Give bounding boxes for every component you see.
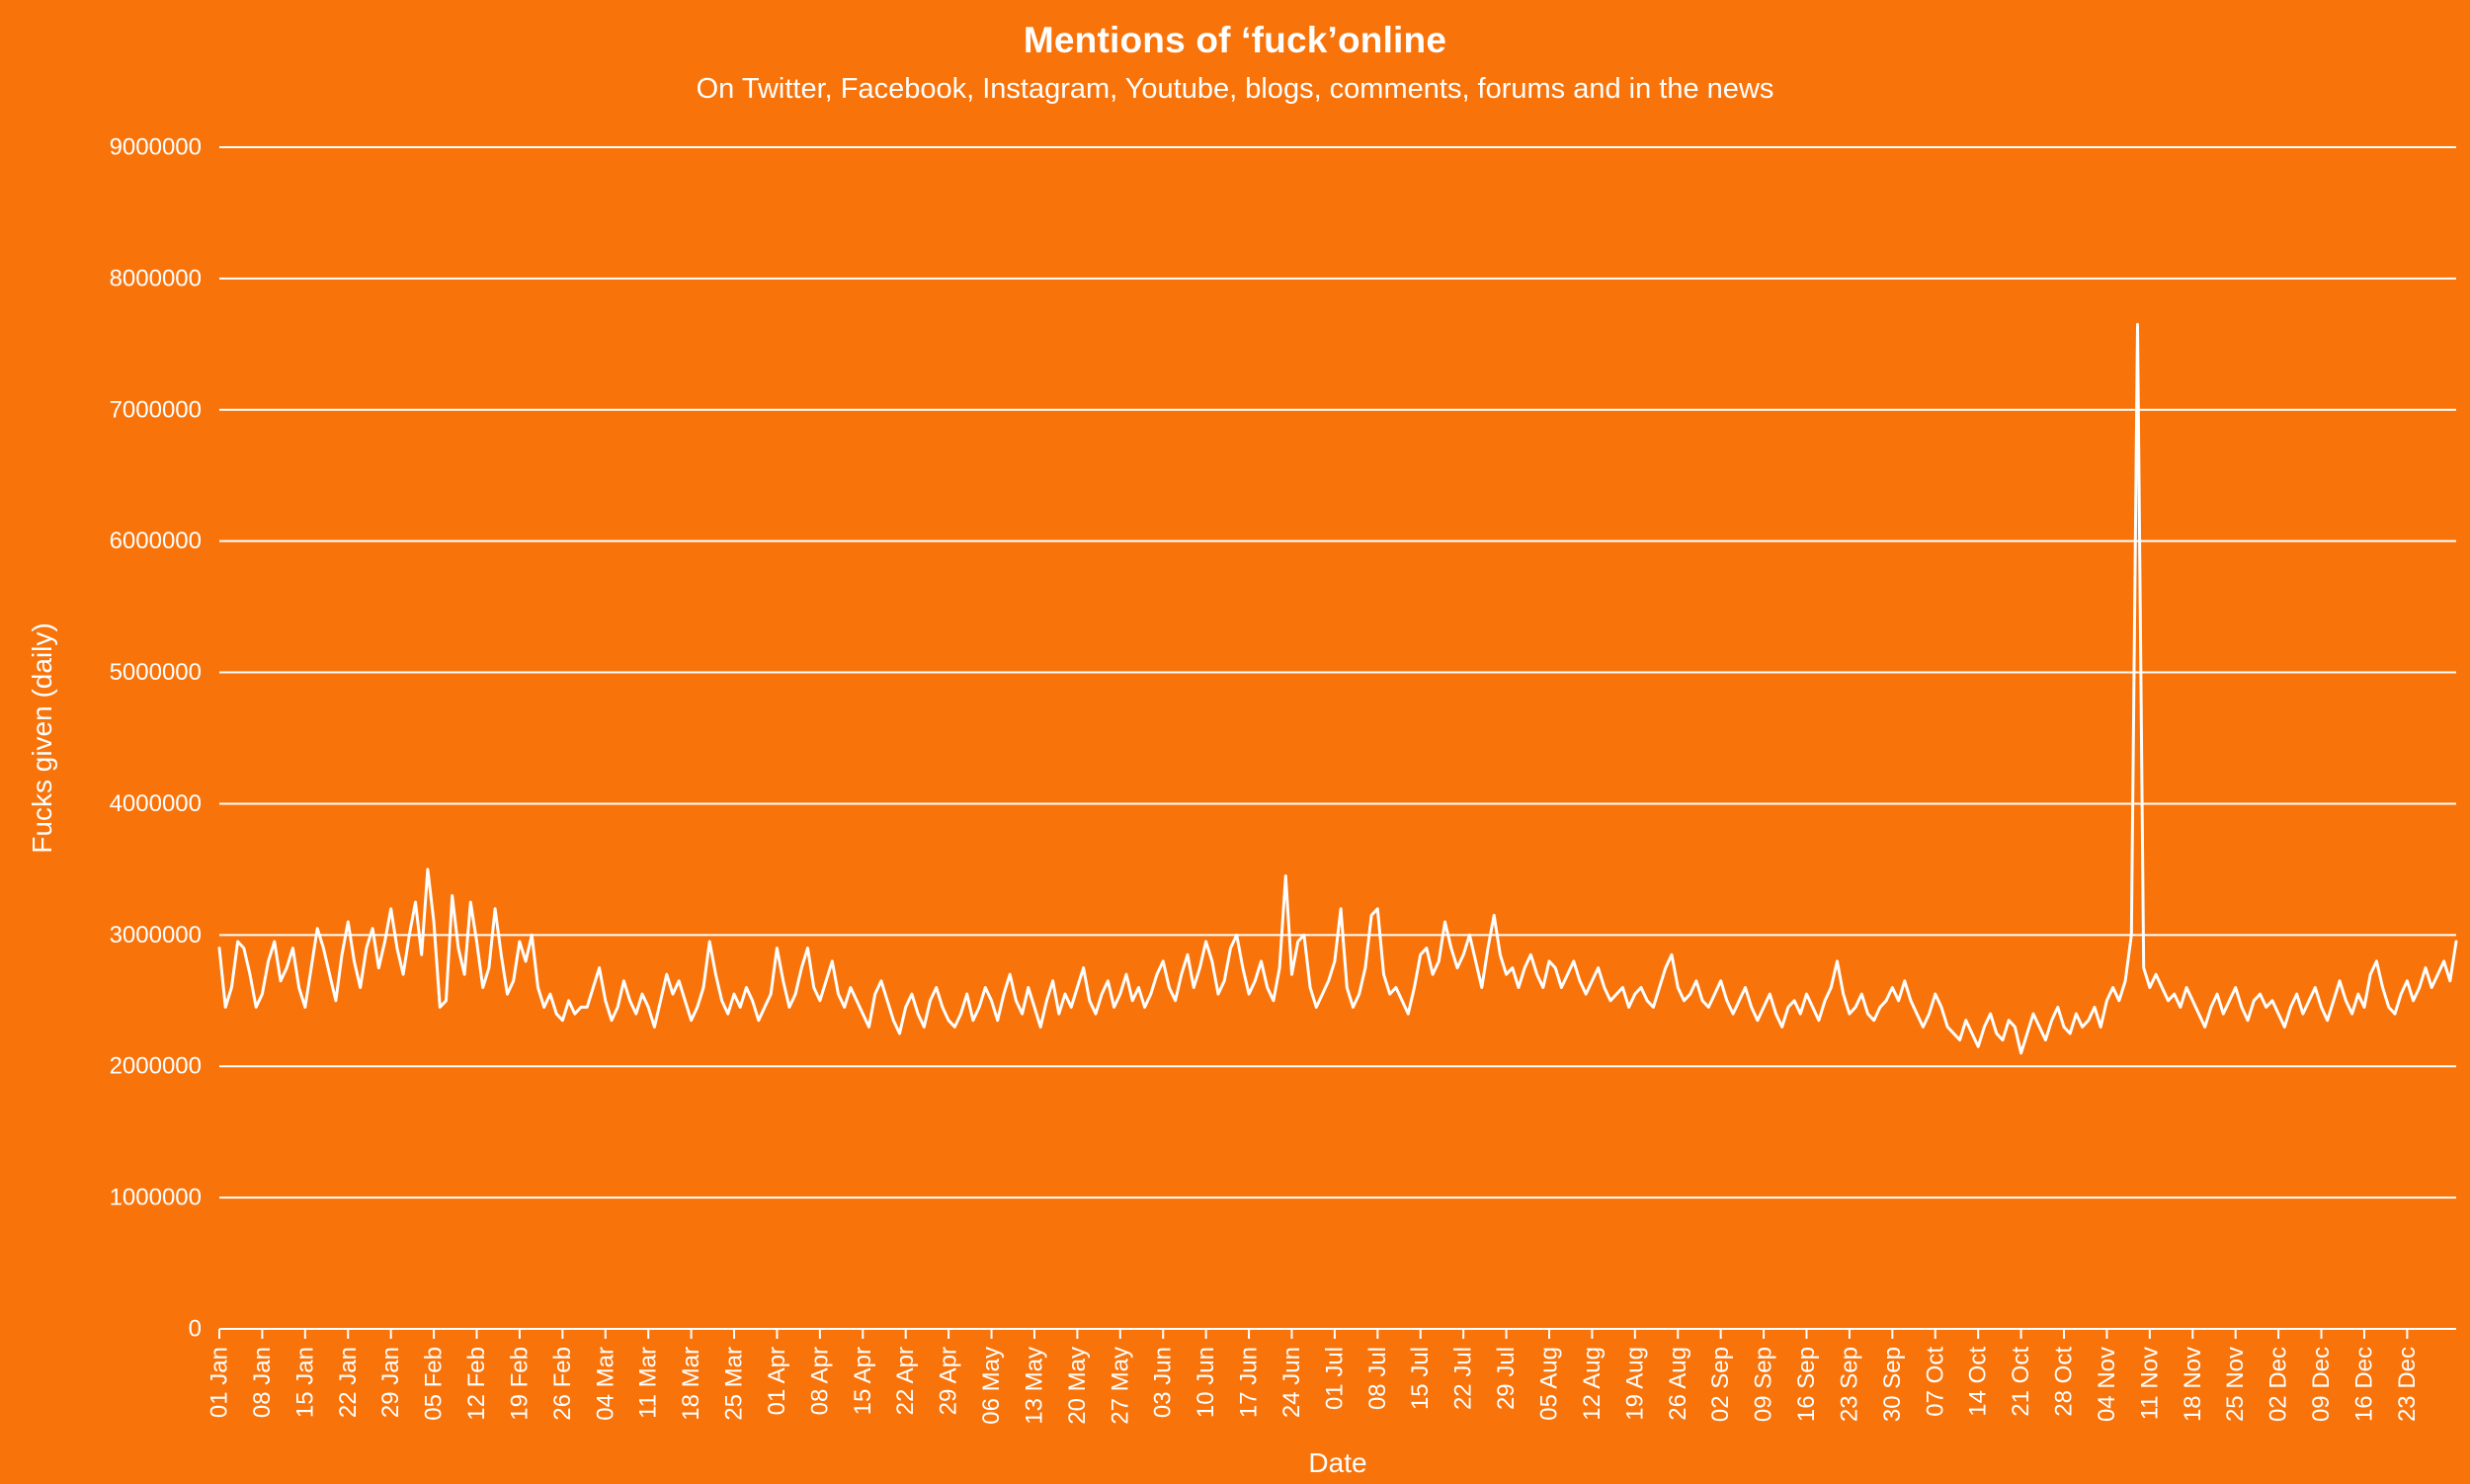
x-tick-label: 24 Jun [1278,1347,1305,1418]
x-tick-label: 29 Apr [936,1347,962,1415]
x-tick-label: 22 Apr [892,1347,919,1415]
x-tick-label: 16 Sep [1793,1347,1820,1422]
x-tick-label: 04 Mar [592,1347,618,1421]
x-tick-label: 19 Aug [1621,1347,1648,1421]
x-tick-label: 11 Mar [635,1347,662,1419]
y-tick-label: 5000000 [110,659,202,686]
x-tick-label: 05 Aug [1535,1347,1562,1421]
y-tick-label: 6000000 [110,528,202,554]
x-tick-label: 20 May [1064,1347,1091,1425]
x-tick-label: 02 Sep [1707,1347,1734,1422]
x-tick-label: 09 Dec [2308,1347,2335,1422]
chart-subtitle: On Twitter, Facebook, Instagram, Youtube… [696,73,1774,105]
x-tick-label: 08 Apr [806,1347,833,1415]
x-tick-label: 02 Dec [2265,1347,2292,1422]
x-tick-label: 04 Nov [2094,1347,2120,1422]
x-tick-label: 10 Jun [1193,1347,1219,1418]
x-tick-label: 09 Sep [1751,1347,1777,1422]
x-tick-label: 01 Jul [1321,1347,1348,1410]
y-tick-label: 1000000 [110,1185,202,1211]
x-tick-label: 15 Jan [291,1347,318,1418]
x-tick-label: 16 Dec [2350,1347,2377,1422]
y-tick-label: 4000000 [110,790,202,817]
x-tick-label: 14 Oct [1965,1347,1992,1417]
x-tick-label: 30 Sep [1879,1347,1906,1422]
x-tick-label: 15 Jul [1407,1347,1434,1410]
x-tick-label: 07 Oct [1922,1347,1948,1417]
x-tick-label: 29 Jul [1493,1347,1520,1410]
chart-title: Mentions of ‘fuck’online [1023,20,1447,60]
x-tick-label: 06 May [978,1347,1005,1425]
x-tick-label: 25 Nov [2222,1347,2249,1422]
x-tick-label: 29 Jan [377,1347,404,1418]
x-tick-label: 22 Jan [335,1347,362,1418]
x-tick-label: 18 Nov [2180,1347,2206,1422]
x-axis-title: Date [1308,1447,1366,1478]
x-tick-label: 12 Aug [1579,1347,1606,1421]
y-tick-label: 8000000 [110,265,202,291]
y-tick-label: 2000000 [110,1053,202,1080]
x-tick-label: 17 Jun [1236,1347,1263,1418]
y-axis-title: Fucks given (daily) [27,622,57,853]
x-tick-label: 25 Mar [721,1347,748,1421]
x-tick-label: 26 Aug [1665,1347,1691,1421]
x-tick-label: 18 Mar [678,1347,704,1421]
x-tick-label: 28 Oct [2051,1347,2078,1417]
x-tick-label: 19 Feb [506,1347,533,1421]
x-tick-label: 22 Jul [1450,1347,1477,1410]
y-tick-label: 3000000 [110,922,202,948]
x-tick-label: 13 May [1021,1347,1047,1425]
data-line [217,322,2458,1055]
x-tick-label: 21 Oct [2008,1347,2034,1417]
x-tick-label: 05 Feb [421,1347,448,1421]
x-tick-label: 01 Apr [764,1347,790,1415]
y-tick-label: 9000000 [110,134,202,161]
x-tick-label: 23 Dec [2394,1347,2421,1422]
x-tick-label: 23 Sep [1836,1347,1862,1422]
x-tick-label: 03 Jun [1150,1347,1177,1418]
y-tick-label: 0 [189,1316,202,1343]
x-tick-label: 27 May [1107,1347,1133,1425]
y-tick-label: 7000000 [110,396,202,423]
x-tick-label: 26 Feb [549,1347,576,1421]
x-tick-label: 12 Feb [463,1347,490,1421]
x-tick-label: 15 Apr [850,1347,876,1415]
x-tick-label: 11 Nov [2136,1347,2163,1420]
x-tick-label: 08 Jul [1364,1347,1391,1410]
x-tick-label: 01 Jan [206,1347,233,1418]
x-tick-label: 08 Jan [249,1347,276,1418]
